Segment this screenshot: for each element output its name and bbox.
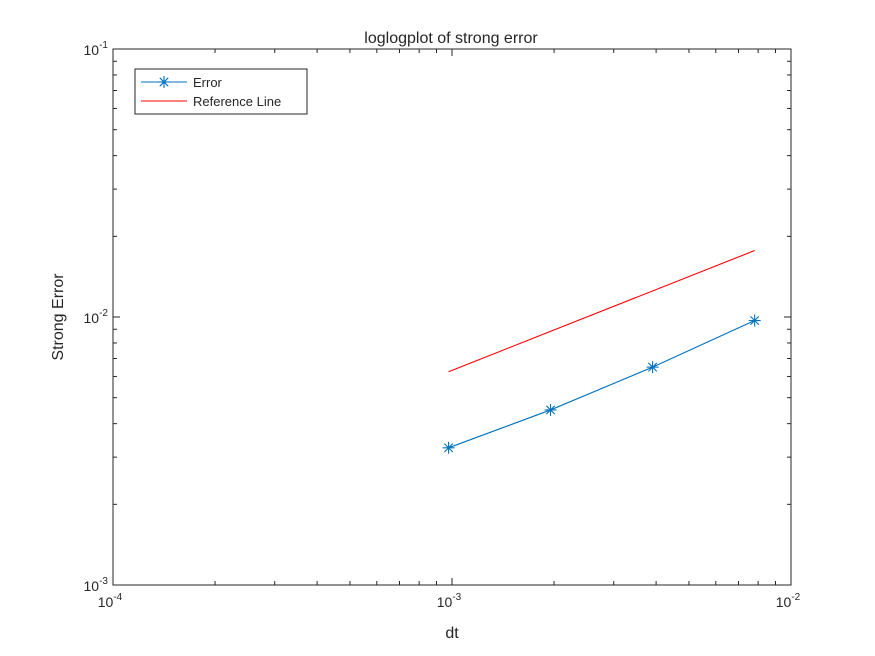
legend: Error Reference Line — [134, 68, 308, 115]
error-data-point — [544, 403, 557, 416]
error-data-point — [748, 314, 761, 327]
error-series-line — [448, 320, 755, 449]
legend-marker — [158, 76, 170, 88]
legend-label: Reference Line — [193, 94, 281, 109]
x-tick-label: 10-3 — [437, 592, 462, 610]
x-axis-label: dt — [445, 625, 459, 642]
chart-title: loglogplot of strong error — [364, 30, 538, 47]
series-layer — [442, 250, 761, 454]
legend-label: Error — [193, 75, 223, 90]
major-ticks: 10-4 10-3 10-210-310-210-1 — [84, 40, 801, 610]
x-tick-label: 10-4 — [98, 592, 123, 610]
y-tick-label: 10-1 — [84, 40, 109, 58]
error-data-point — [646, 361, 659, 374]
y-axis-label: Strong Error — [50, 273, 67, 361]
reference-line-series-line — [448, 250, 755, 373]
legend-entry-error: Error — [141, 75, 223, 90]
x-tick-label: 10-2 — [776, 592, 801, 610]
error-data-point — [442, 441, 455, 454]
y-tick-label: 10-3 — [84, 576, 109, 594]
plot-area — [112, 48, 792, 586]
y-tick-label: 10-2 — [84, 308, 109, 326]
minor-ticks — [113, 49, 791, 585]
legend-entry-reference-line: Reference Line — [141, 94, 281, 109]
